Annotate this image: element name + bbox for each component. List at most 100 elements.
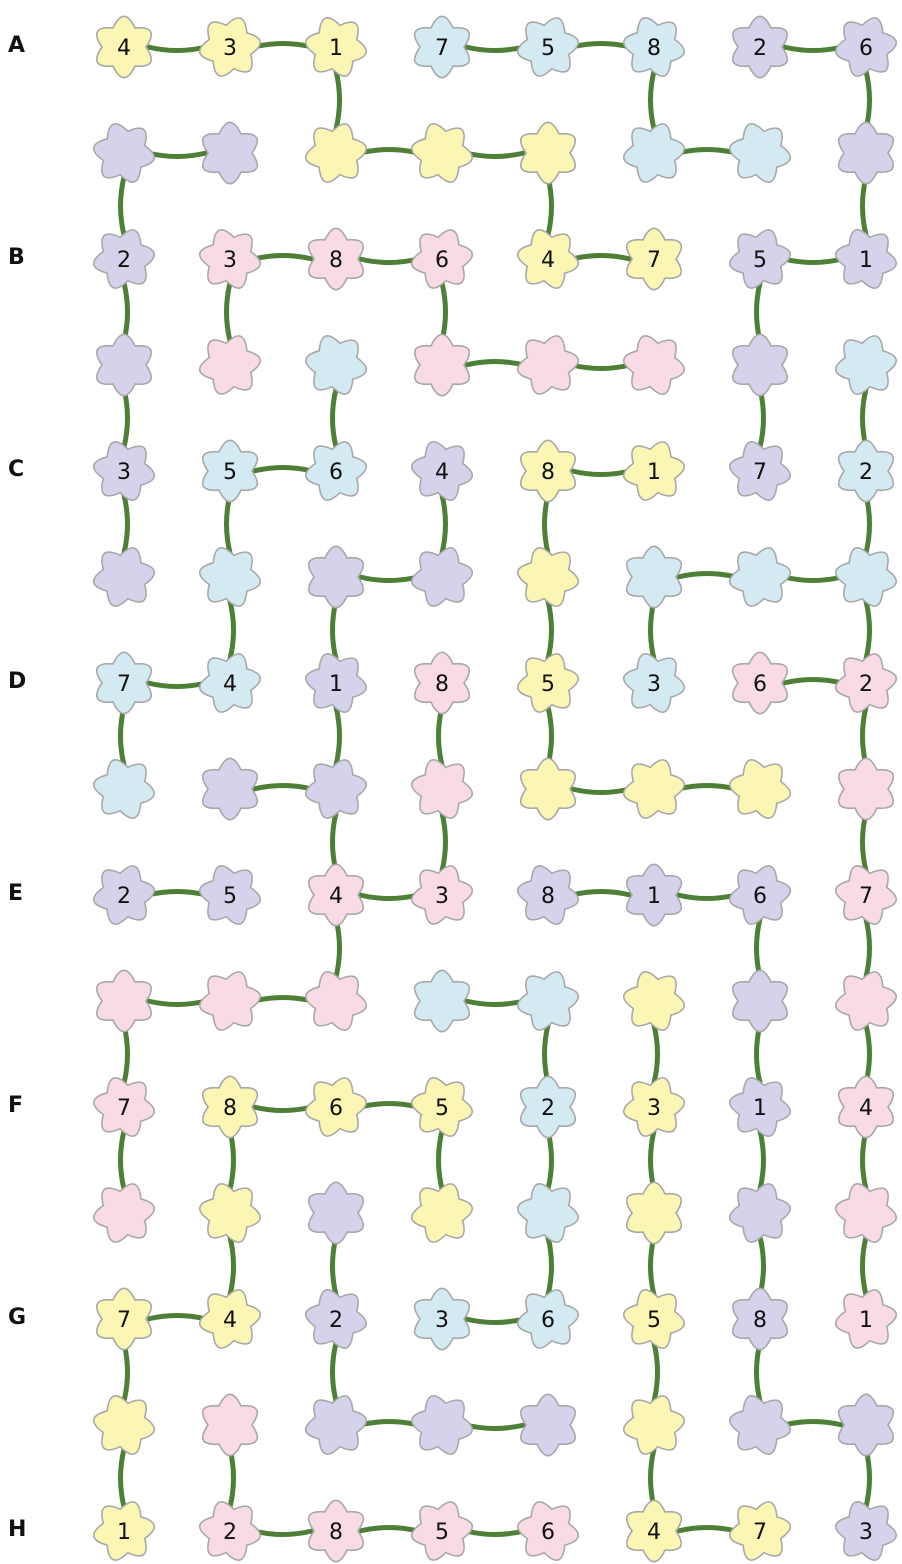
flower-cell[interactable] [519,1393,577,1457]
flower-cell[interactable] [305,335,367,395]
flower-cell[interactable]: 2 [199,1501,261,1561]
flower-cell[interactable] [625,1181,683,1245]
flower-cell[interactable]: 3 [835,1501,897,1561]
flower-cell[interactable] [199,1183,261,1243]
flower-cell[interactable] [199,547,261,607]
flower-cell[interactable]: 5 [517,653,579,713]
flower-cell[interactable]: 5 [411,1077,473,1137]
flower-cell[interactable]: 6 [729,865,791,925]
flower-cell[interactable]: 7 [729,1501,791,1561]
flower-cell[interactable]: 6 [411,229,473,289]
flower-cell[interactable]: 7 [95,1287,153,1351]
flower-cell[interactable]: 1 [623,441,685,501]
flower-cell[interactable] [835,971,897,1031]
flower-cell[interactable]: 2 [93,229,155,289]
flower-cell[interactable] [519,757,577,821]
flower-cell[interactable]: 1 [835,1289,897,1349]
flower-cell[interactable] [305,971,367,1031]
flower-cell[interactable]: 2 [305,1289,367,1349]
flower-cell[interactable]: 6 [517,1501,579,1561]
flower-cell[interactable] [95,333,153,397]
flower-cell[interactable] [837,121,895,185]
flower-cell[interactable] [625,545,683,609]
flower-cell[interactable] [201,757,259,821]
flower-cell[interactable] [623,123,685,183]
flower-cell[interactable] [413,333,471,397]
flower-cell[interactable]: 2 [519,1075,577,1139]
flower-cell[interactable] [413,969,471,1033]
flower-cell[interactable] [729,123,791,183]
flower-cell[interactable] [835,335,897,395]
flower-cell[interactable] [517,335,579,395]
flower-cell[interactable] [623,759,685,819]
flower-cell[interactable]: 1 [729,1077,791,1137]
flower-cell[interactable]: 1 [93,1501,155,1561]
flower-cell[interactable]: 3 [411,865,473,925]
flower-cell[interactable] [307,1181,365,1245]
flower-cell[interactable]: 7 [95,651,153,715]
flower-cell[interactable] [729,759,791,819]
flower-cell[interactable] [307,545,365,609]
flower-cell[interactable]: 4 [517,229,579,289]
flower-cell[interactable]: 3 [199,17,261,77]
flower-cell[interactable]: 8 [623,17,685,77]
flower-cell[interactable]: 5 [201,439,259,503]
flower-cell[interactable] [411,547,473,607]
flower-cell[interactable]: 7 [835,865,897,925]
flower-cell[interactable] [201,1393,259,1457]
flower-cell[interactable]: 7 [413,15,471,79]
flower-cell[interactable]: 8 [307,227,365,291]
flower-cell[interactable]: 6 [305,1077,367,1137]
flower-cell[interactable] [517,1183,579,1243]
flower-cell[interactable]: 8 [201,1075,259,1139]
flower-cell[interactable]: 1 [305,653,367,713]
flower-cell[interactable] [623,1395,685,1455]
flower-cell[interactable] [837,757,895,821]
flower-cell[interactable]: 3 [623,1077,685,1137]
flower-cell[interactable]: 8 [413,651,471,715]
flower-cell[interactable] [731,969,789,1033]
flower-cell[interactable] [837,1393,895,1457]
flower-cell[interactable]: 8 [517,865,579,925]
flower-cell[interactable]: 4 [625,1499,683,1563]
flower-cell[interactable]: 6 [305,441,367,501]
flower-cell[interactable]: 4 [95,15,153,79]
flower-cell[interactable] [201,121,259,185]
flower-cell[interactable]: 6 [731,651,789,715]
flower-cell[interactable] [411,759,473,819]
flower-cell[interactable]: 2 [93,865,155,925]
flower-cell[interactable]: 3 [199,229,261,289]
flower-cell[interactable] [729,547,791,607]
flower-cell[interactable]: 4 [199,653,261,713]
flower-cell[interactable] [623,335,685,395]
flower-cell[interactable]: 7 [729,441,791,501]
flower-cell[interactable]: 1 [625,863,683,927]
flower-cell[interactable] [305,1395,367,1455]
flower-cell[interactable] [305,759,367,819]
flower-cell[interactable]: 1 [835,229,897,289]
flower-cell[interactable] [519,121,577,185]
flower-cell[interactable] [517,547,579,607]
flower-cell[interactable] [835,1183,897,1243]
flower-cell[interactable]: 5 [729,229,791,289]
flower-cell[interactable]: 3 [93,441,155,501]
flower-cell[interactable]: 6 [835,17,897,77]
flower-cell[interactable] [95,969,153,1033]
flower-cell[interactable]: 6 [517,1289,579,1349]
flower-cell[interactable]: 4 [837,1075,895,1139]
flower-cell[interactable] [517,971,579,1031]
flower-cell[interactable]: 5 [623,1289,685,1349]
flower-cell[interactable] [199,971,261,1031]
flower-cell[interactable]: 8 [731,1287,789,1351]
flower-cell[interactable]: 7 [93,1077,155,1137]
flower-cell[interactable] [93,547,155,607]
flower-cell[interactable]: 4 [307,863,365,927]
flower-cell[interactable]: 1 [305,17,367,77]
flower-cell[interactable]: 8 [307,1499,365,1563]
flower-cell[interactable] [411,1183,473,1243]
flower-cell[interactable]: 4 [411,441,473,501]
flower-cell[interactable] [835,547,897,607]
flower-cell[interactable]: 5 [199,865,261,925]
flower-cell[interactable] [623,971,685,1031]
flower-cell[interactable] [731,333,789,397]
